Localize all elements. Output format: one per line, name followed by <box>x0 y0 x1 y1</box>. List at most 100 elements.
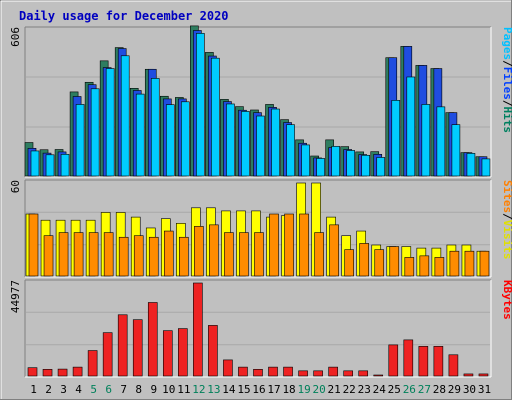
bar-sites-day-29 <box>449 250 460 277</box>
x-tick-label: 19 <box>297 383 310 396</box>
bar-kbytes-day-3 <box>57 368 68 377</box>
bar-sites-day-6 <box>103 232 114 277</box>
bar-kbytes-day-1 <box>27 367 38 377</box>
x-tick-label: 6 <box>105 383 112 396</box>
legend-entry-pages: Pages <box>501 27 512 60</box>
x-tick-label: 21 <box>328 383 341 396</box>
bar-pages-day-20 <box>316 158 325 177</box>
bar-sites-day-23 <box>359 243 370 277</box>
bar-sites-day-4 <box>73 232 84 277</box>
x-tick-label: 7 <box>120 383 127 396</box>
legend-entry-visits: Visits <box>501 220 512 260</box>
bar-kbytes-day-25 <box>388 344 399 377</box>
bar-kbytes-day-9 <box>147 302 158 377</box>
bar-sites-day-24 <box>374 249 385 277</box>
bar-kbytes-day-31 <box>478 373 489 377</box>
panel-background <box>25 280 491 377</box>
series-kbytes <box>27 282 489 377</box>
x-tick-label: 11 <box>177 383 190 396</box>
bar-sites-day-21 <box>329 224 339 277</box>
bar-kbytes-day-10 <box>162 330 173 377</box>
x-tick-label: 16 <box>252 383 265 396</box>
bar-sites-day-10 <box>163 230 174 277</box>
bar-sites-day-11 <box>179 236 189 277</box>
x-tick-label: 13 <box>207 383 220 396</box>
bar-sites-day-2 <box>43 235 54 277</box>
bar-kbytes-day-27 <box>418 346 429 377</box>
bar-kbytes-day-23 <box>358 370 369 377</box>
x-tick-label: 3 <box>60 383 67 396</box>
bar-sites-day-17 <box>269 213 279 277</box>
x-tick-label: 25 <box>388 383 401 396</box>
panel-visits_sites: 60 Sites/Visits <box>9 179 512 278</box>
bar-pages-day-18 <box>286 124 295 177</box>
y-axis-max-label: 606 <box>9 27 22 47</box>
x-tick-label: 28 <box>433 383 446 396</box>
bar-kbytes-day-11 <box>178 328 188 377</box>
legend-separator: / <box>501 100 512 107</box>
bar-sites-day-19 <box>299 213 309 277</box>
bar-pages-day-16 <box>256 115 265 177</box>
legend-entry-files: Files <box>501 67 512 100</box>
bar-kbytes-day-17 <box>268 366 278 377</box>
bar-kbytes-day-7 <box>117 314 128 377</box>
x-tick-label: 22 <box>343 383 356 396</box>
bar-pages-day-10 <box>165 104 175 177</box>
bar-pages-day-8 <box>135 93 145 177</box>
panel-kbytes: 44977 KBytes <box>9 279 512 378</box>
bar-pages-day-22 <box>346 150 355 177</box>
x-tick-label: 9 <box>150 383 157 396</box>
bar-pages-day-15 <box>241 111 250 177</box>
bar-kbytes-day-19 <box>298 370 308 377</box>
bar-kbytes-day-13 <box>208 325 218 377</box>
x-axis-ticks: 1 2 3 4 5 6 7 8 9 10 11 12 13 14 15 16 17 18 19 20 21 22 23 24 2… <box>30 383 491 396</box>
bar-sites-day-22 <box>344 249 354 277</box>
bar-sites-day-15 <box>239 232 249 277</box>
x-tick-label: 5 <box>90 383 97 396</box>
bar-pages-day-14 <box>226 103 235 177</box>
bar-kbytes-day-6 <box>102 332 113 377</box>
bar-pages-day-25 <box>391 100 401 177</box>
x-tick-label: 1 <box>30 383 37 396</box>
x-tick-label: 10 <box>162 383 175 396</box>
bar-sites-day-3 <box>58 232 69 277</box>
bar-kbytes-day-22 <box>343 370 353 377</box>
bar-kbytes-day-14 <box>223 359 233 377</box>
bar-pages-day-29 <box>451 124 461 177</box>
x-tick-label: 18 <box>282 383 295 396</box>
chart-panels: 606Pages/Files/Hits60Sites/Visits44977KB… <box>9 25 512 378</box>
bar-kbytes-day-29 <box>448 354 459 377</box>
bar-pages-day-21 <box>331 146 340 177</box>
x-tick-label: 26 <box>403 383 416 396</box>
bar-kbytes-day-26 <box>403 339 414 377</box>
y-axis-max-label: 44977 <box>9 280 22 313</box>
bar-kbytes-day-16 <box>253 369 263 377</box>
bar-pages-day-1 <box>30 150 40 177</box>
x-tick-label: 31 <box>478 383 491 396</box>
bar-sites-day-9 <box>148 236 159 277</box>
bar-kbytes-day-18 <box>283 366 293 377</box>
bar-sites-day-30 <box>464 250 475 277</box>
bar-pages-day-3 <box>60 154 70 177</box>
bar-pages-day-5 <box>90 88 100 177</box>
legend-entry-sites: Sites <box>501 180 512 213</box>
bar-pages-day-17 <box>271 108 280 177</box>
bar-kbytes-day-20 <box>313 370 323 377</box>
x-tick-label: 17 <box>267 383 280 396</box>
bar-kbytes-day-4 <box>72 366 83 377</box>
bar-sites-day-31 <box>479 250 490 277</box>
bar-pages-day-26 <box>406 76 416 177</box>
x-tick-label: 20 <box>313 383 326 396</box>
legend-separator: / <box>501 60 512 67</box>
bar-pages-day-31 <box>481 158 491 177</box>
bar-pages-day-2 <box>45 154 55 177</box>
x-tick-label: 23 <box>358 383 371 396</box>
bar-pages-day-6 <box>105 68 115 177</box>
bar-pages-day-24 <box>376 157 386 177</box>
x-tick-label: 2 <box>45 383 52 396</box>
bar-pages-day-12 <box>196 33 205 177</box>
x-tick-label: 27 <box>418 383 431 396</box>
bar-sites-day-25 <box>389 246 400 277</box>
